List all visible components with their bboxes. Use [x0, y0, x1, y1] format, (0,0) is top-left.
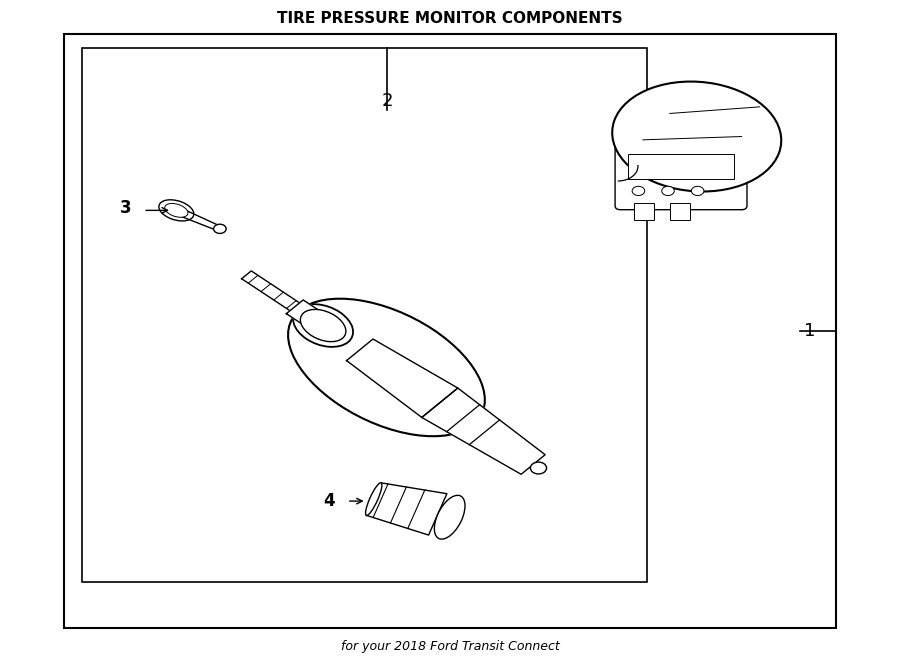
Text: 1: 1	[805, 322, 815, 340]
Text: 4: 4	[323, 492, 335, 510]
Text: TIRE PRESSURE MONITOR COMPONENTS: TIRE PRESSURE MONITOR COMPONENTS	[277, 11, 623, 26]
Circle shape	[632, 186, 644, 195]
Circle shape	[662, 186, 674, 195]
Circle shape	[213, 224, 226, 234]
Ellipse shape	[159, 200, 194, 221]
Ellipse shape	[301, 309, 346, 342]
Polygon shape	[178, 209, 219, 230]
Polygon shape	[346, 339, 458, 418]
Polygon shape	[286, 300, 327, 329]
Bar	[634, 203, 653, 220]
Polygon shape	[366, 483, 447, 535]
Ellipse shape	[612, 81, 781, 191]
Bar	[64, 34, 836, 628]
Polygon shape	[241, 271, 308, 316]
Bar	[670, 203, 689, 220]
Circle shape	[530, 462, 546, 474]
FancyBboxPatch shape	[615, 142, 747, 210]
Bar	[627, 154, 734, 179]
Text: 2: 2	[382, 92, 393, 110]
Ellipse shape	[293, 305, 353, 347]
Bar	[82, 48, 647, 581]
Text: 3: 3	[120, 199, 131, 216]
Ellipse shape	[165, 203, 188, 217]
Polygon shape	[422, 388, 545, 474]
Ellipse shape	[365, 483, 382, 516]
Ellipse shape	[435, 495, 465, 539]
Circle shape	[691, 186, 704, 195]
Text: for your 2018 Ford Transit Connect: for your 2018 Ford Transit Connect	[340, 639, 560, 653]
Ellipse shape	[288, 299, 485, 436]
